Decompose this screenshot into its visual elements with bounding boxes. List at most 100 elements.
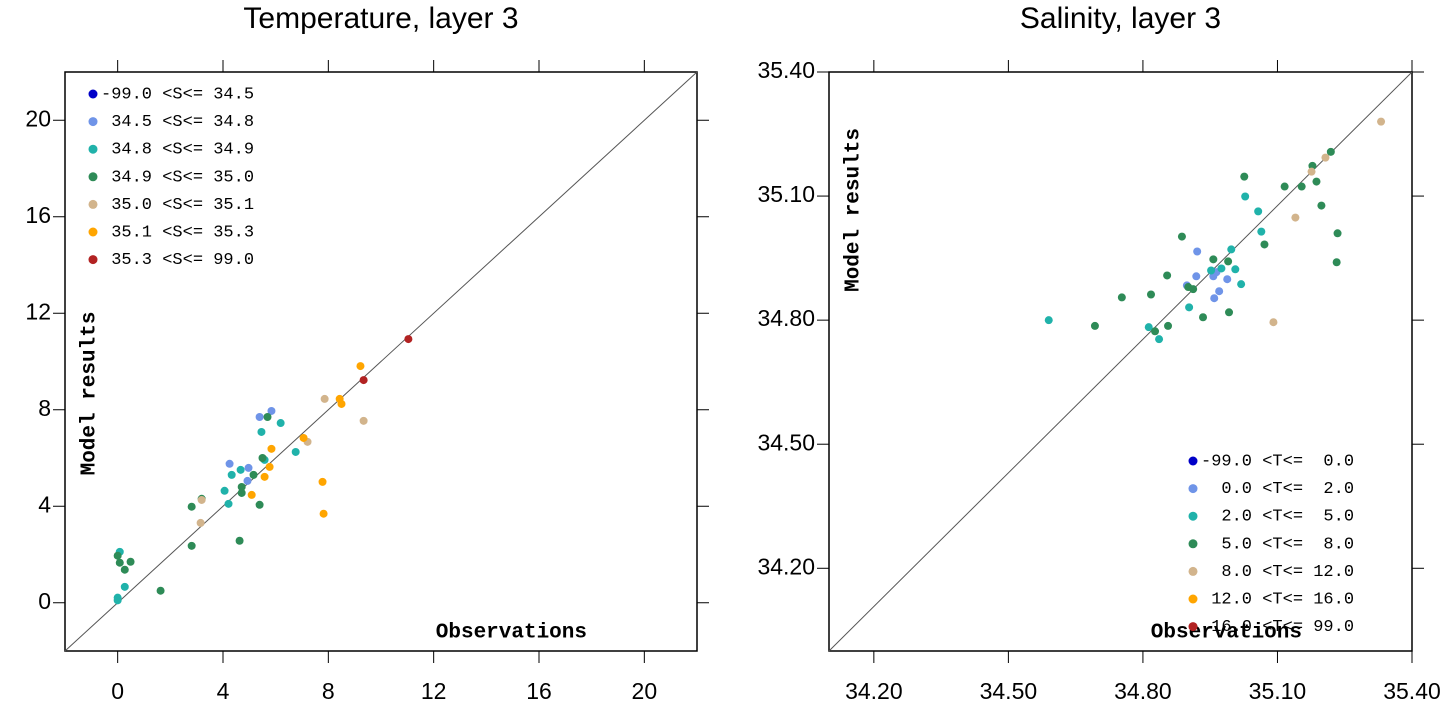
point xyxy=(1260,240,1269,249)
point xyxy=(359,376,368,385)
point xyxy=(244,463,253,472)
x-tick-label: 16 xyxy=(526,678,552,704)
point xyxy=(1317,201,1326,210)
point xyxy=(257,427,266,436)
point xyxy=(197,495,206,504)
point xyxy=(236,465,245,474)
point xyxy=(227,470,236,479)
point xyxy=(225,459,234,468)
point xyxy=(1257,227,1266,236)
point xyxy=(356,362,365,371)
x-tick-label: 4 xyxy=(217,678,230,704)
legend-label: 34.9 <S<= 35.0 xyxy=(101,168,254,187)
point xyxy=(255,412,264,421)
point xyxy=(1326,147,1335,156)
x-tick-label: 12 xyxy=(421,678,447,704)
legend-marker xyxy=(1188,484,1198,494)
point xyxy=(120,565,129,574)
legend-marker xyxy=(88,117,98,127)
point xyxy=(318,477,327,486)
chart-title: Temperature, layer 3 xyxy=(243,2,518,35)
point xyxy=(120,582,129,591)
point xyxy=(265,462,274,471)
legend-marker xyxy=(1188,566,1198,576)
point xyxy=(237,488,246,497)
point xyxy=(1209,255,1218,264)
point xyxy=(1215,287,1224,296)
point xyxy=(1297,182,1306,191)
y-axis-label: Model results xyxy=(79,312,102,476)
legend-label: 5.0 <T<= 8.0 xyxy=(1201,535,1354,554)
point xyxy=(320,394,329,403)
x-tick-label: 20 xyxy=(632,678,658,704)
point xyxy=(337,399,346,408)
point xyxy=(1207,266,1216,275)
point xyxy=(1307,167,1316,176)
point xyxy=(404,335,413,344)
plot-frame xyxy=(828,71,1413,652)
point xyxy=(220,486,229,495)
point xyxy=(1151,327,1160,336)
point xyxy=(1291,213,1300,222)
legend-label: 8.0 <T<= 12.0 xyxy=(1201,563,1354,582)
point xyxy=(113,596,122,605)
point xyxy=(187,502,196,511)
point xyxy=(1217,264,1226,273)
y-tick-label: 4 xyxy=(38,491,51,517)
x-tick-label: 35.40 xyxy=(1383,678,1441,704)
y-tick-label: 35.10 xyxy=(757,181,815,207)
y-tick-label: 34.50 xyxy=(757,429,815,455)
x-tick-label: 8 xyxy=(322,678,335,704)
point xyxy=(1227,245,1236,254)
y-tick-label: 16 xyxy=(25,202,51,228)
point xyxy=(1192,272,1201,281)
point xyxy=(1254,207,1263,216)
point xyxy=(156,586,165,595)
y-tick-label: 12 xyxy=(25,298,51,324)
legend-marker xyxy=(88,199,98,209)
point xyxy=(1044,316,1053,325)
legend-label: 0.0 <T<= 2.0 xyxy=(1201,480,1354,499)
point xyxy=(237,482,246,491)
point xyxy=(1269,318,1278,327)
y-tick-label: 34.20 xyxy=(757,553,815,579)
point xyxy=(1280,182,1289,191)
legend-marker xyxy=(1188,539,1198,549)
point xyxy=(1117,293,1126,302)
point xyxy=(1377,117,1386,126)
point xyxy=(1240,172,1249,181)
point xyxy=(1199,313,1208,322)
y-tick-label: 20 xyxy=(25,105,51,131)
y-tick-label: 34.80 xyxy=(757,305,815,331)
point xyxy=(126,557,135,566)
point xyxy=(263,412,272,421)
legend-marker xyxy=(88,89,98,99)
legend-marker xyxy=(88,227,98,237)
legend-label: 35.1 <S<= 35.3 xyxy=(101,223,254,242)
legend-label: 12.0 <T<= 16.0 xyxy=(1201,590,1354,609)
point xyxy=(276,419,285,428)
point xyxy=(1223,275,1232,284)
point xyxy=(196,518,205,527)
point xyxy=(1231,265,1240,274)
point xyxy=(258,454,267,462)
x-tick-label: 34.20 xyxy=(845,678,903,704)
point xyxy=(235,536,244,545)
point xyxy=(224,499,233,508)
point xyxy=(1146,290,1155,299)
x-tick-label: 34.80 xyxy=(1114,678,1172,704)
y-tick-label: 8 xyxy=(38,395,51,421)
legend-marker xyxy=(88,255,98,265)
plot-frame xyxy=(64,71,698,652)
point xyxy=(1237,280,1246,289)
point xyxy=(1189,285,1198,294)
legend-label: -99.0 <S<= 34.5 xyxy=(101,85,254,104)
point xyxy=(299,433,308,442)
point xyxy=(1225,308,1234,317)
point xyxy=(247,490,256,499)
legend-label: 2.0 <T<= 5.0 xyxy=(1201,508,1354,527)
point xyxy=(1090,321,1099,330)
point xyxy=(1193,247,1202,256)
point xyxy=(1163,271,1172,280)
legend-label: 35.0 <S<= 35.1 xyxy=(101,196,254,215)
